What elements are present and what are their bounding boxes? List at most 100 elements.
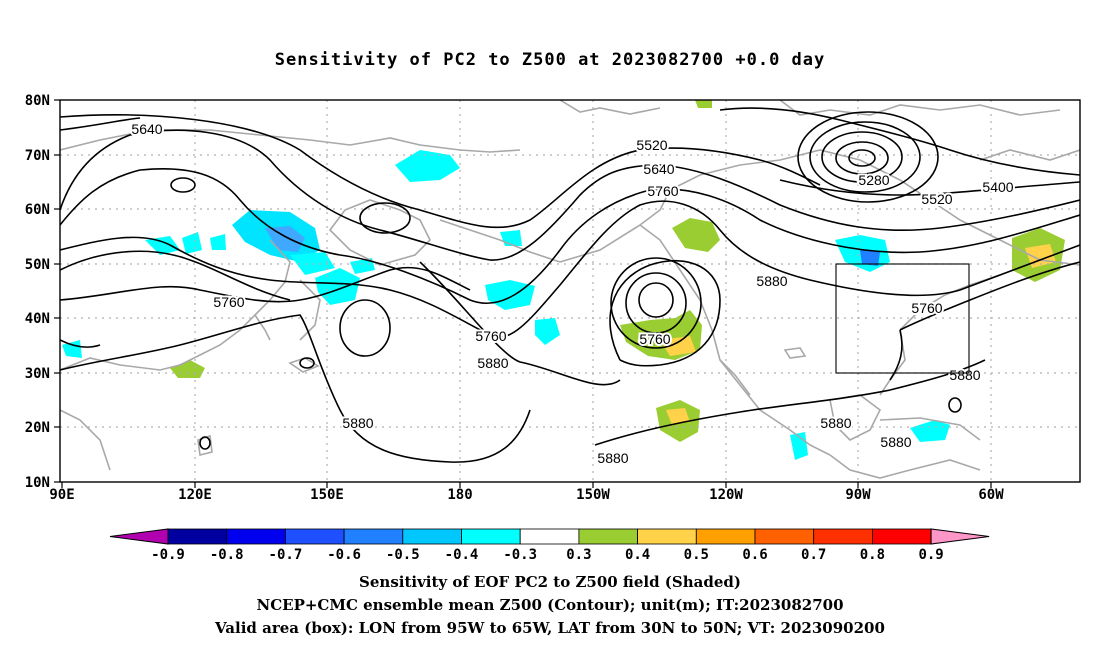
z500-contours [60, 107, 1080, 463]
contour-label: 5400 [982, 179, 1013, 195]
coastline [60, 239, 291, 371]
colorbar-swatch [637, 528, 697, 545]
lon-label: 150W [576, 487, 610, 503]
lat-label: 20N [25, 420, 50, 436]
contour-line [719, 107, 1080, 176]
coastline [439, 219, 561, 263]
contour-label: 5760 [647, 183, 678, 199]
contour-label: 5760 [911, 300, 942, 316]
plot-frame [59, 99, 1081, 483]
contour-label: 5880 [756, 273, 787, 289]
contour-closed [199, 436, 211, 450]
shade-negative [910, 420, 950, 442]
contour-label: 5520 [921, 191, 952, 207]
shade-negative [210, 234, 226, 250]
contour-label: 5880 [880, 434, 911, 450]
contour-label: 5880 [477, 355, 508, 371]
coastline [979, 149, 1080, 161]
shade-positive [660, 336, 696, 356]
contour-label: 5280 [858, 172, 889, 188]
lat-label: 10N [25, 475, 50, 491]
shade-negative [535, 318, 560, 345]
shade-negative [860, 250, 880, 266]
contour-label: 5760 [213, 294, 244, 310]
contour-label: 5880 [597, 450, 628, 466]
colorbar-label: -0.5 [386, 547, 420, 563]
coastline [328, 199, 431, 266]
contour-line [60, 167, 1080, 305]
coastline [254, 314, 271, 341]
contour-labels: 5640 5520 5640 5760 5280 5400 5520 5760 … [129, 119, 1015, 468]
shade-positive [695, 100, 712, 108]
colorbar-label: 0.9 [918, 547, 943, 563]
shade-negative [62, 340, 82, 358]
colorbar-label: 0.5 [684, 547, 709, 563]
coastline [299, 279, 321, 341]
contour-closed [339, 299, 391, 357]
coastline [879, 417, 981, 441]
contour-line [60, 200, 1080, 338]
caption-line-3: Valid area (box): LON from 95W to 65W, L… [215, 619, 885, 637]
contour-label: 5520 [636, 137, 667, 153]
contour-line [594, 359, 986, 446]
coastline [60, 409, 111, 471]
contour-closed [809, 121, 921, 193]
coastline [559, 100, 661, 115]
colorbar-swatch [461, 528, 521, 545]
lon-label: 120W [709, 487, 743, 503]
shade-negative [145, 236, 180, 255]
lon-label: 90W [845, 487, 871, 503]
colorbar-arrow-right [930, 528, 990, 545]
contour-closed [821, 131, 903, 183]
colorbar-label: -0.9 [151, 547, 185, 563]
colorbar-label: 0.6 [742, 547, 767, 563]
shade-positive [170, 360, 205, 378]
contour-label: 5640 [643, 161, 674, 177]
colorbar-label: -0.6 [327, 547, 361, 563]
colorbar-label: 0.4 [625, 547, 650, 563]
colorbar-arrow-left [109, 528, 169, 545]
contour-label: 5760 [475, 328, 506, 344]
contour-label: 5640 [131, 121, 162, 137]
lon-label: 180 [447, 487, 472, 503]
caption-line-1: Sensitivity of EOF PC2 to Z500 field (Sh… [359, 573, 741, 591]
colorbar-swatch [226, 528, 286, 545]
colorbar-label: -0.8 [210, 547, 244, 563]
contour-line [60, 266, 471, 303]
contour-line [60, 129, 1080, 261]
lat-label: 40N [25, 311, 50, 327]
colorbar-label: 0.8 [860, 547, 885, 563]
contour-closed [948, 397, 962, 413]
lat-label: 30N [25, 366, 50, 382]
contour-label: 5880 [342, 415, 373, 431]
contour-line [60, 114, 821, 229]
lon-label: 60W [978, 487, 1004, 503]
colorbar-label: -0.7 [269, 547, 303, 563]
contour-closed [835, 141, 889, 175]
contour-line [419, 261, 621, 386]
colorbar-label: -0.3 [503, 547, 537, 563]
valid-area-box [835, 263, 970, 374]
colorbar-swatch [284, 528, 345, 545]
shade-positive [672, 218, 720, 252]
contour-closed [299, 357, 315, 369]
colorbar-swatch [872, 528, 932, 545]
lat-label: 80N [25, 93, 50, 109]
chart-title: Sensitivity of PC2 to Z500 at 2023082700… [274, 50, 826, 70]
contour-line [889, 329, 903, 381]
coastline [60, 129, 521, 153]
shade-negative [182, 232, 202, 254]
contour-closed [610, 257, 702, 349]
shade-positive [666, 408, 690, 425]
contour-line [779, 179, 1080, 196]
colorbar-swatch [813, 528, 873, 545]
contour-line [60, 117, 141, 131]
lon-label: 150E [310, 487, 344, 503]
lat-label: 70N [25, 148, 50, 164]
caption-line-2: NCEP+CMC ensemble mean Z500 (Contour); u… [256, 596, 844, 614]
contour-label: 5760 [639, 331, 670, 347]
lon-labels: 90E 120E 150E 180 150W 120W 90W 60W [49, 487, 1004, 503]
contour-label: 5880 [949, 367, 980, 383]
coastlines [60, 100, 1080, 479]
